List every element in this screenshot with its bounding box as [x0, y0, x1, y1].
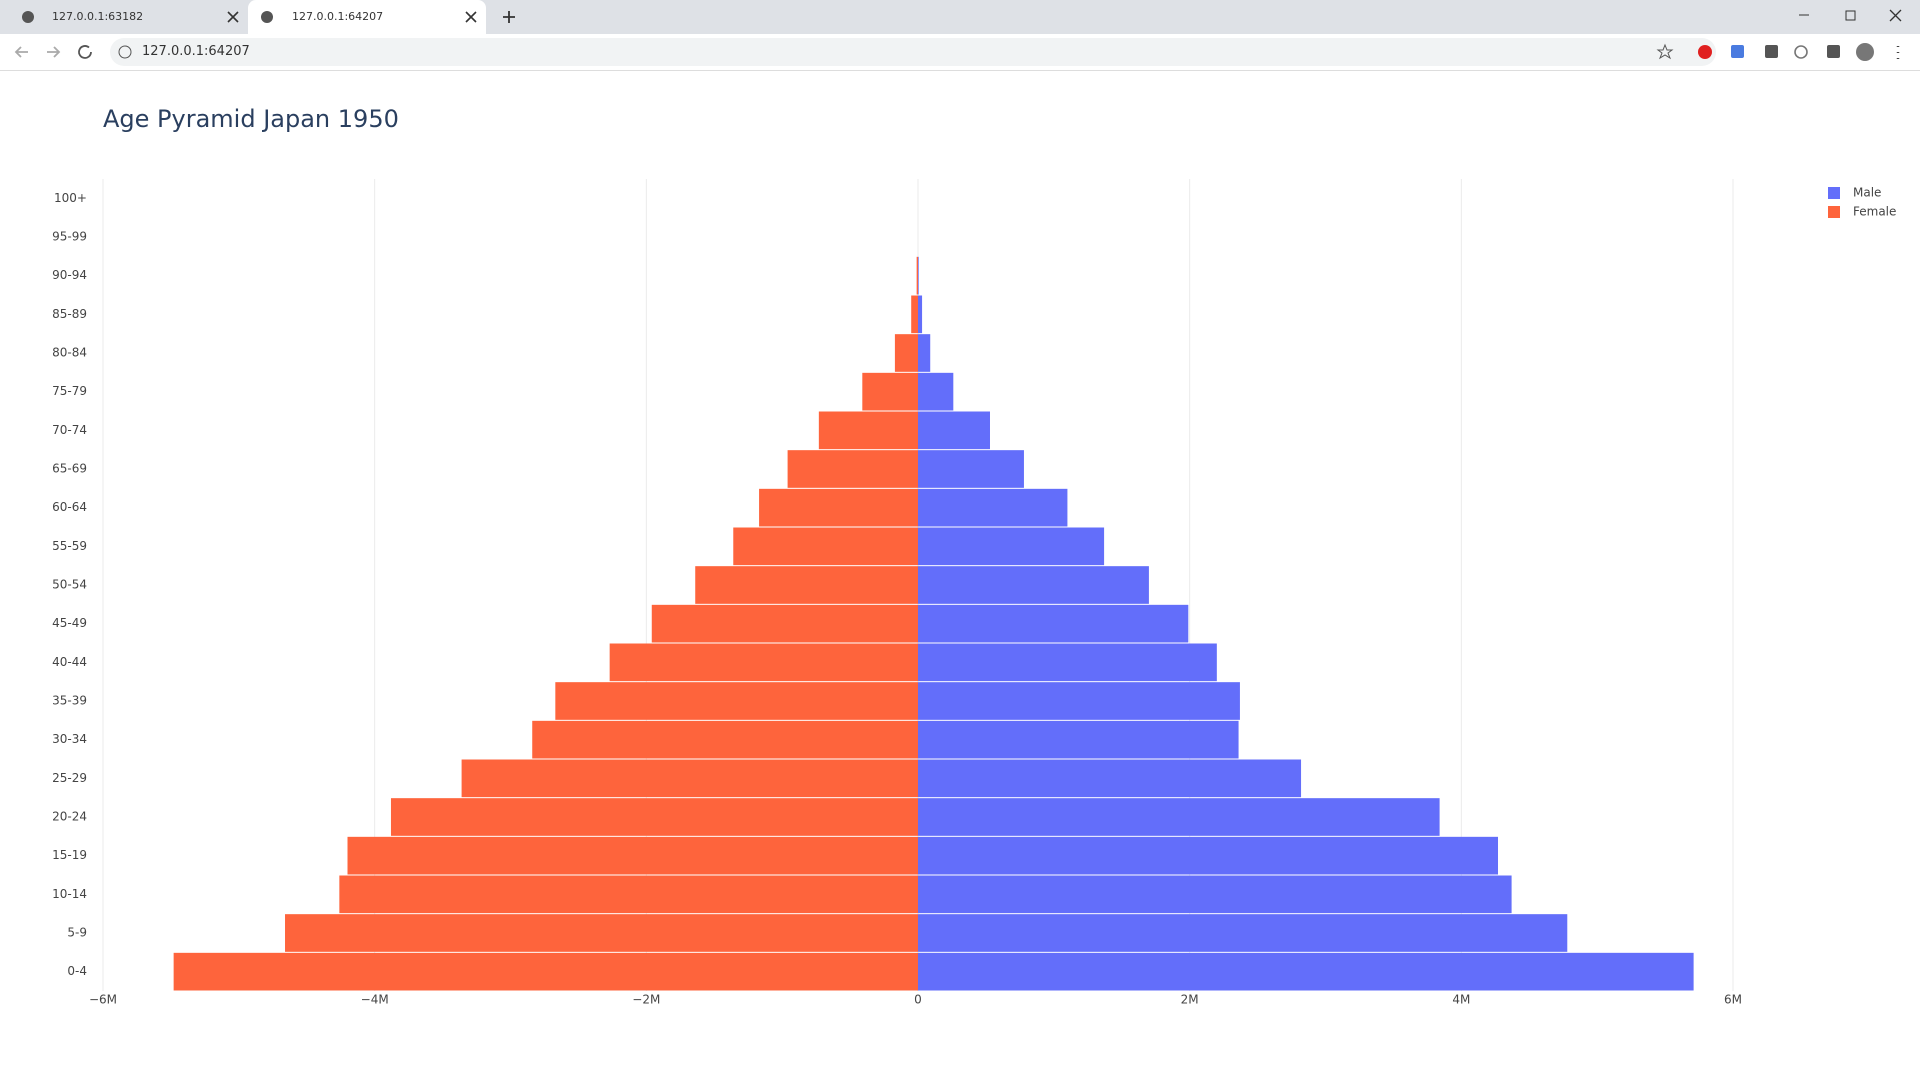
bar — [695, 566, 918, 604]
url[interactable]: 127.0.0.1:64207 — [142, 44, 250, 59]
back[interactable] — [14, 46, 28, 58]
bar — [918, 450, 1024, 488]
y-tick-label: 55-59 — [52, 539, 87, 553]
bar — [918, 372, 954, 411]
bar — [918, 411, 990, 450]
bar — [532, 720, 918, 759]
y-tick-label: 70-74 — [52, 423, 87, 437]
bar — [918, 914, 1568, 952]
y-tick-label: 50-54 — [52, 578, 87, 592]
close-tab[interactable] — [465, 11, 477, 23]
bar — [555, 682, 918, 720]
y-tick-label: 100+ — [54, 191, 87, 205]
y-tick-label: 65-69 — [52, 462, 87, 476]
bar — [918, 295, 923, 334]
y-tick-label: 75-79 — [52, 384, 87, 398]
bar — [347, 836, 918, 875]
close-tab[interactable] — [227, 11, 239, 23]
tab-title: 127.0.0.1:63182 — [52, 10, 144, 23]
bar — [916, 256, 918, 295]
bar — [918, 334, 931, 372]
tab-bar: 127.0.0.1:63182 127.0.0.1:64207 — [0, 0, 1920, 34]
x-tick-label: 2M — [1181, 993, 1199, 1007]
y-tick-label: 30-34 — [52, 732, 87, 746]
y-tick-label: 40-44 — [52, 655, 87, 669]
legend-label: Male — [1853, 186, 1881, 200]
y-tick-label: 20-24 — [52, 810, 87, 824]
favicon — [22, 11, 34, 23]
legend-label: Female — [1853, 205, 1896, 219]
y-tick-label: 45-49 — [52, 616, 87, 630]
y-tick-label: 80-84 — [52, 346, 87, 360]
x-tick-label: −4M — [361, 993, 389, 1007]
y-tick-label: 90-94 — [52, 268, 87, 282]
x-tick-label: −2M — [632, 993, 660, 1007]
bar — [918, 759, 1302, 798]
favicon — [261, 11, 273, 23]
bar — [918, 643, 1217, 682]
y-tick-label: 60-64 — [52, 500, 87, 514]
bar — [918, 682, 1240, 720]
legend-swatch — [1828, 187, 1840, 199]
close-window[interactable] — [1889, 9, 1902, 22]
bar — [733, 527, 918, 566]
bar — [285, 914, 918, 952]
y-tick-label: 10-14 — [52, 887, 87, 901]
y-tick-label: 35-39 — [52, 694, 87, 708]
bar — [918, 604, 1189, 643]
bar — [918, 836, 1499, 875]
reload[interactable] — [78, 45, 92, 59]
bar — [918, 566, 1149, 604]
y-tick-label: 25-29 — [52, 771, 87, 785]
bar — [173, 952, 919, 991]
x-tick-label: 0 — [914, 993, 922, 1007]
x-tick-label: 4M — [1452, 993, 1470, 1007]
y-tick-label: 15-19 — [52, 848, 87, 862]
omnibox[interactable] — [110, 38, 1716, 66]
y-tick-label: 85-89 — [52, 307, 87, 321]
x-tick-label: 6M — [1724, 993, 1742, 1007]
bar — [339, 875, 919, 914]
bar — [918, 256, 919, 295]
bar — [894, 334, 918, 372]
bar — [390, 798, 918, 836]
forward[interactable] — [47, 46, 61, 58]
y-tick-label: 95-99 — [52, 230, 87, 244]
bar — [918, 875, 1512, 914]
x-tick-label: −6M — [89, 993, 117, 1007]
bar — [918, 527, 1105, 566]
tab[interactable]: 127.0.0.1:63182 — [8, 0, 246, 34]
bar — [651, 604, 918, 643]
tab-title: 127.0.0.1:64207 — [292, 10, 384, 23]
bar — [911, 295, 918, 334]
bar — [918, 798, 1440, 836]
bar — [818, 411, 918, 450]
restore[interactable] — [1845, 10, 1856, 21]
bar — [862, 372, 918, 411]
toolbar: 127.0.0.1:64207 — [0, 34, 1920, 71]
y-tick-label: 5-9 — [67, 926, 87, 940]
new-tab[interactable] — [503, 11, 515, 23]
bar — [918, 720, 1239, 759]
bar — [609, 643, 918, 682]
chart-title: Age Pyramid Japan 1950 — [103, 105, 399, 133]
bar — [918, 952, 1694, 991]
bar — [759, 488, 918, 527]
legend-swatch — [1828, 206, 1840, 218]
bar — [461, 759, 918, 798]
chart: Age Pyramid Japan 1950 −6M −4M −2M 0 2M 4M 6M 0… — [52, 105, 1896, 1007]
tab[interactable]: 127.0.0.1:64207 — [248, 0, 486, 34]
y-tick-label: 0-4 — [67, 964, 87, 978]
tab-icons — [22, 9, 1902, 23]
bar — [918, 488, 1068, 527]
bar — [787, 450, 918, 488]
toolbar-icons — [14, 45, 92, 59]
